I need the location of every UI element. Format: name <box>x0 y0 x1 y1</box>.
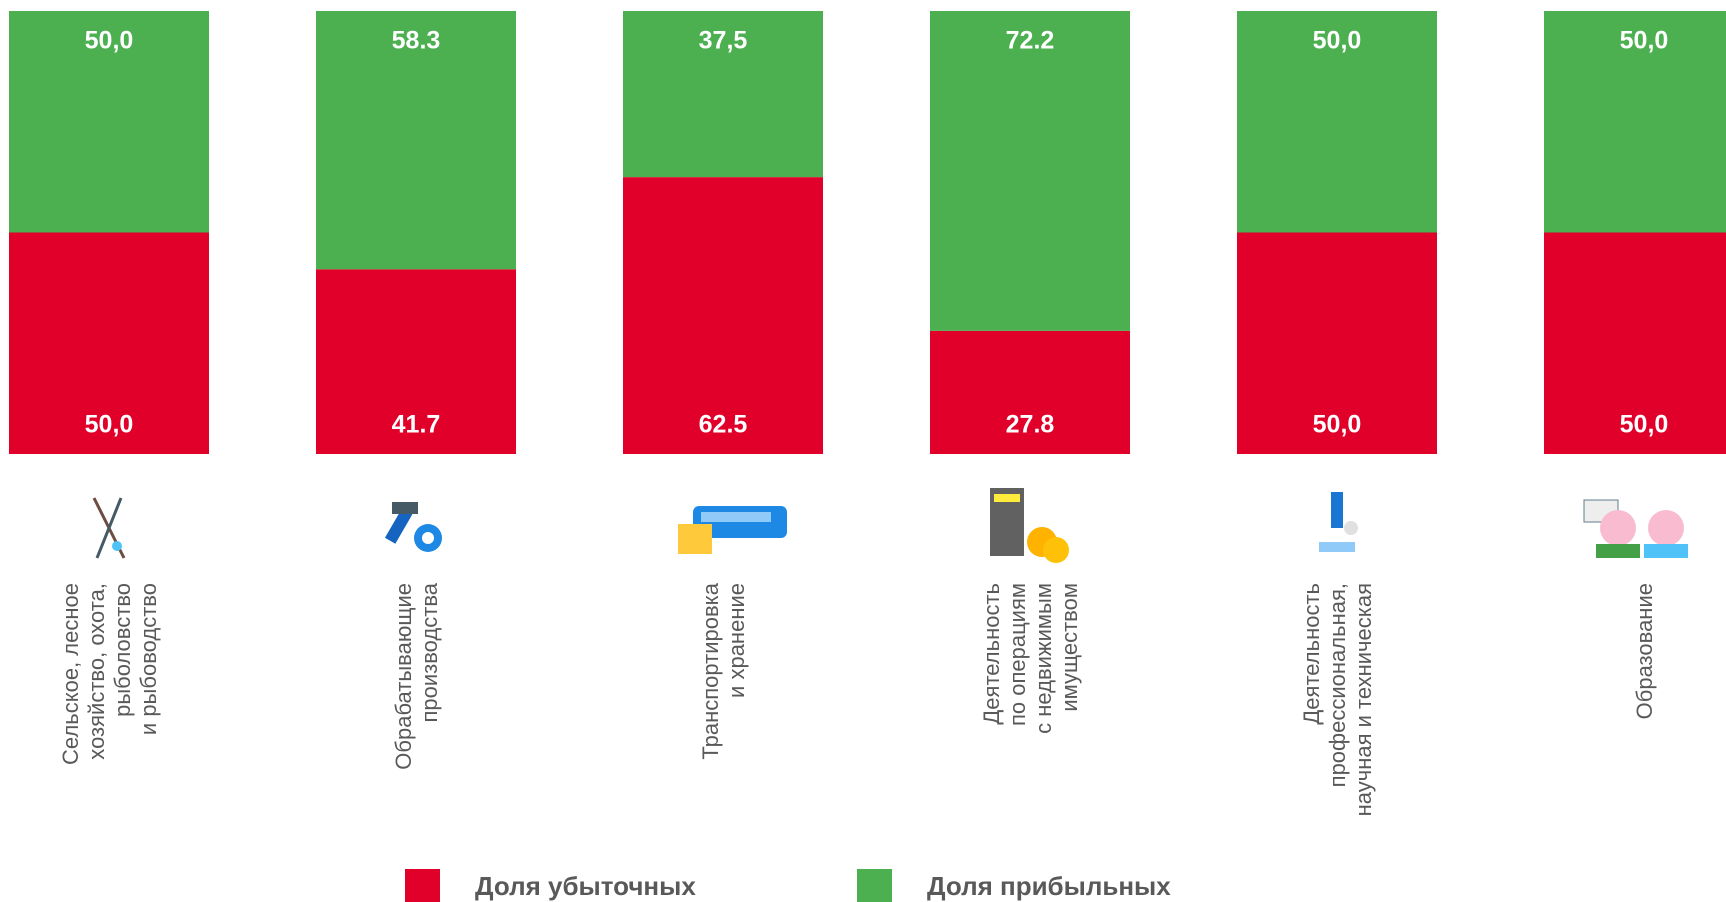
icon-part <box>1319 542 1355 552</box>
legend-label: Доля убыточных <box>475 871 696 901</box>
icon-part <box>1600 510 1636 546</box>
icon-part <box>422 532 434 544</box>
value-label: 72.2 <box>1006 27 1055 55</box>
category-icon <box>385 502 442 552</box>
value-label: 41.7 <box>392 411 441 439</box>
category-label: Деятельность <box>1299 583 1324 725</box>
value-label: 37,5 <box>699 27 748 55</box>
value-label: 62.5 <box>699 411 748 439</box>
page: 50,0 50,0 Сельское, лесноехозяйство, охота… <box>0 0 1726 902</box>
bar-segment <box>930 11 1130 331</box>
category-label: по операциям <box>1005 583 1030 726</box>
value-label: 50,0 <box>1313 411 1362 439</box>
category-label: Образование <box>1632 583 1657 719</box>
icon-part <box>1331 492 1343 528</box>
icon-part <box>1344 521 1358 535</box>
legend-swatch <box>405 869 440 902</box>
value-label: 58.3 <box>392 27 441 55</box>
value-label: 50,0 <box>1313 27 1362 55</box>
category-label: производства <box>417 582 442 722</box>
legend-label: Доля прибыльных <box>927 871 1171 901</box>
category-icon <box>990 488 1069 563</box>
icon-part <box>112 541 122 551</box>
icon-part <box>994 494 1020 502</box>
category-label: имуществом <box>1057 583 1082 712</box>
legend-swatch <box>857 869 892 902</box>
category-icon <box>678 506 787 554</box>
category-label: профессиональная, <box>1325 583 1350 787</box>
category-label: Деятельность <box>979 583 1004 725</box>
category-label: хозяйство, охота, <box>84 583 109 760</box>
icon-part <box>1043 537 1069 563</box>
category-label: научная и техническая <box>1351 583 1376 816</box>
category-label: и хранение <box>724 583 749 698</box>
category-icon <box>1319 492 1358 552</box>
category-icon <box>1584 500 1688 558</box>
category-label: Сельское, лесное <box>58 583 83 765</box>
category-icon <box>94 498 124 558</box>
value-label: 50,0 <box>85 27 134 55</box>
icon-part <box>1644 544 1688 558</box>
category-label: рыболовство <box>110 583 135 717</box>
chart: 50,0 50,0 Сельское, лесноехозяйство, охота… <box>0 0 1726 902</box>
value-label: 50,0 <box>1620 27 1669 55</box>
icon-part <box>678 524 712 554</box>
category-label: и рыбоводство <box>136 583 161 735</box>
value-label: 50,0 <box>1620 411 1669 439</box>
icon-part <box>1596 544 1640 558</box>
icon-part <box>701 512 771 522</box>
category-label: Транспортировка <box>698 582 723 759</box>
value-label: 50,0 <box>85 411 134 439</box>
icon-part <box>1648 510 1684 546</box>
category-label: Обрабатывающие <box>391 583 416 770</box>
value-label: 27.8 <box>1006 411 1055 439</box>
icon-part <box>392 502 418 514</box>
category-label: с недвижимым <box>1031 583 1056 734</box>
